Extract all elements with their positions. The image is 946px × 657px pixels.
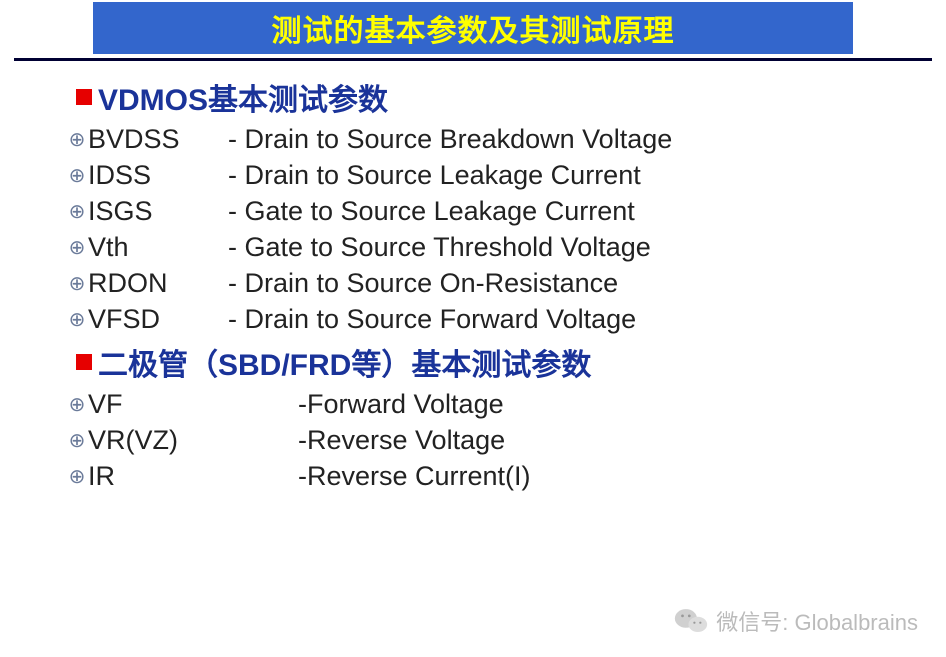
param-symbol: IDSS (88, 160, 228, 191)
param-symbol: ISGS (88, 196, 228, 227)
param-desc: - Drain to Source On-Resistance (228, 268, 906, 299)
param-symbol: VFSD (88, 304, 228, 335)
bullet-icon: ⊕ (68, 392, 86, 417)
section2-title: 二极管（SBD/FRD等）基本测试参数 (98, 340, 591, 384)
bullet-icon: ⊕ (68, 428, 86, 453)
bullet-icon: ⊕ (68, 163, 86, 188)
page-title: 测试的基本参数及其测试原理 (272, 15, 675, 48)
bullet-icon: ⊕ (68, 199, 86, 224)
red-square-icon (76, 354, 92, 370)
param-desc: - Drain to Source Leakage Current (228, 160, 906, 191)
watermark: 微信号: Globalbrains (674, 605, 918, 637)
page-title-bar: 测试的基本参数及其测试原理 (93, 2, 853, 54)
param-row: ⊕ IDSS - Drain to Source Leakage Current (68, 160, 906, 191)
bullet-icon: ⊕ (68, 127, 86, 152)
param-symbol: Vth (88, 232, 228, 263)
param-row: ⊕ Vth - Gate to Source Threshold Voltage (68, 232, 906, 263)
param-row: ⊕ ISGS - Gate to Source Leakage Current (68, 196, 906, 227)
param-desc: - Drain to Source Forward Voltage (228, 304, 906, 335)
param-symbol: RDON (88, 268, 228, 299)
param-row: ⊕ RDON - Drain to Source On-Resistance (68, 268, 906, 299)
param-desc: - Gate to Source Leakage Current (228, 196, 906, 227)
param-symbol: IR (88, 461, 298, 492)
param-row: ⊕ IR -Reverse Current(I) (68, 461, 906, 492)
param-row: ⊕ VFSD - Drain to Source Forward Voltage (68, 304, 906, 335)
param-desc: -Forward Voltage (298, 389, 906, 420)
bullet-icon: ⊕ (68, 464, 86, 489)
param-desc: -Reverse Voltage (298, 425, 906, 456)
red-square-icon (76, 89, 92, 105)
wechat-icon (674, 607, 708, 635)
param-symbol: VR(VZ) (88, 425, 298, 456)
section2-header: 二极管（SBD/FRD等）基本测试参数 (76, 340, 906, 384)
param-desc: -Reverse Current(I) (298, 461, 906, 492)
param-symbol: BVDSS (88, 124, 228, 155)
param-row: ⊕ VF -Forward Voltage (68, 389, 906, 420)
param-desc: - Gate to Source Threshold Voltage (228, 232, 906, 263)
bullet-icon: ⊕ (68, 271, 86, 296)
param-row: ⊕ VR(VZ) -Reverse Voltage (68, 425, 906, 456)
watermark-text: 微信号: Globalbrains (716, 605, 918, 637)
bullet-icon: ⊕ (68, 235, 86, 260)
content-area: VDMOS基本测试参数 ⊕ BVDSS - Drain to Source Br… (0, 61, 946, 492)
param-desc: - Drain to Source Breakdown Voltage (228, 124, 906, 155)
section1-header: VDMOS基本测试参数 (76, 75, 906, 119)
param-symbol: VF (88, 389, 298, 420)
section1-title: VDMOS基本测试参数 (98, 75, 388, 119)
param-row: ⊕ BVDSS - Drain to Source Breakdown Volt… (68, 124, 906, 155)
bullet-icon: ⊕ (68, 307, 86, 332)
